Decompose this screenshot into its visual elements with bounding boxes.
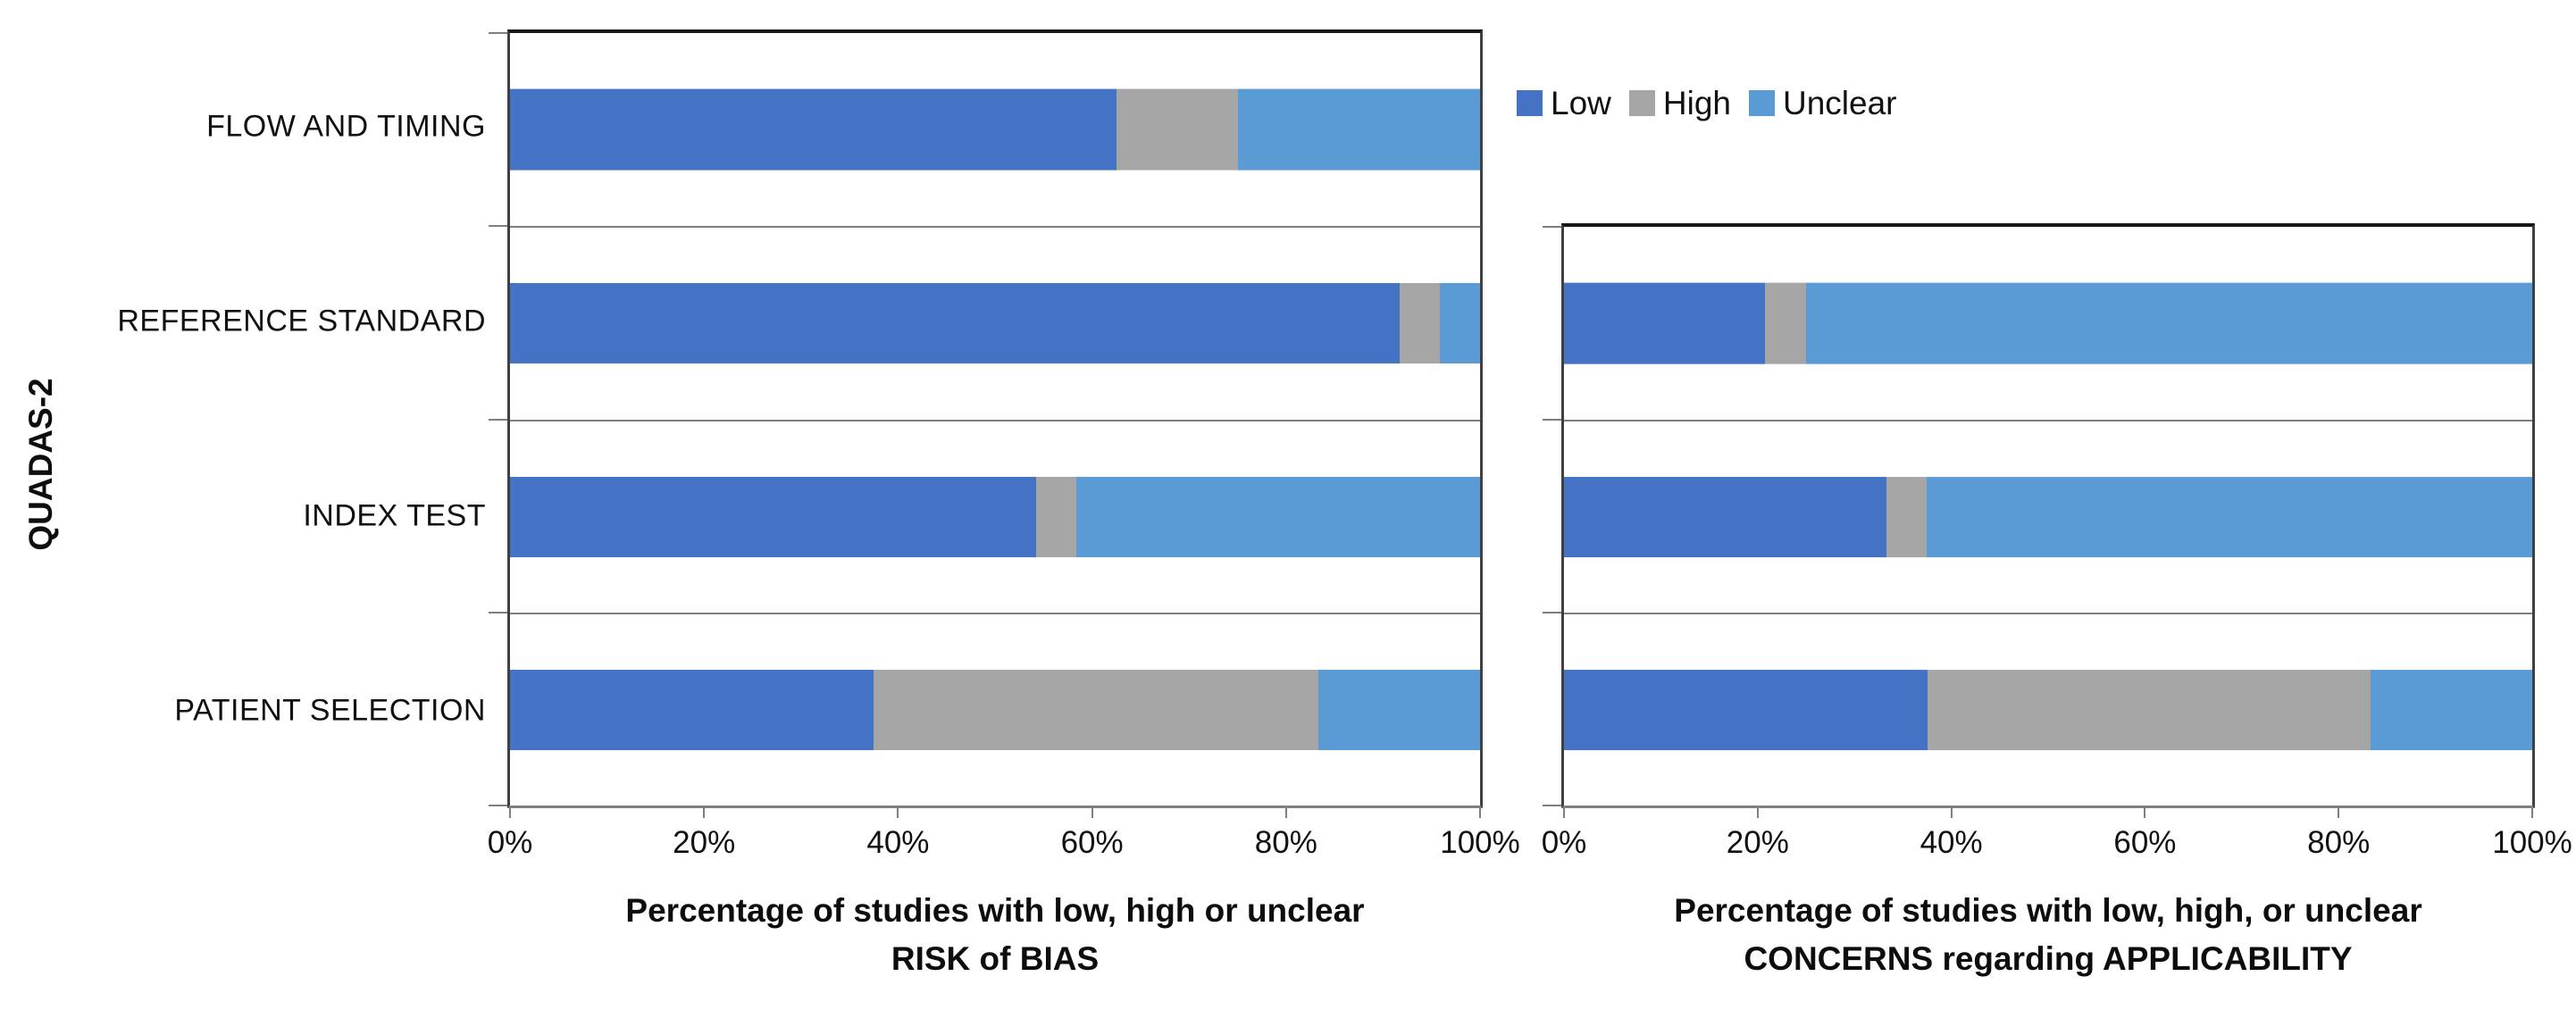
x-axis-tick bbox=[2338, 805, 2340, 818]
category-axis-tick bbox=[489, 32, 507, 34]
x-axis-tick bbox=[509, 805, 511, 818]
category-axis-tick bbox=[1543, 226, 1561, 228]
stacked-bar bbox=[1564, 477, 2532, 557]
x-axis-tick bbox=[1479, 805, 1481, 818]
bar-segment-low bbox=[1564, 670, 1928, 750]
category-axis-labels: FLOW AND TIMING REFERENCE STANDARD INDEX T… bbox=[21, 29, 486, 808]
stacked-bar bbox=[510, 476, 1480, 557]
stacked-bar bbox=[510, 88, 1480, 171]
x-tick-label: 0% bbox=[487, 825, 533, 860]
legend-swatch-low bbox=[1517, 90, 1543, 116]
category-axis-tick bbox=[489, 611, 507, 614]
category-label: INDEX TEST bbox=[303, 498, 486, 533]
bar-segment-high bbox=[874, 669, 1318, 750]
legend: Low High Unclear bbox=[1517, 87, 1897, 120]
legend-item-low: Low bbox=[1517, 87, 1611, 120]
x-axis-title-line1: Percentage of studies with low, high, or… bbox=[1674, 892, 2422, 929]
applicability-chart: 0% 20% 40% 60% 80% 100% Percentage of studies… bbox=[1542, 223, 2572, 977]
stacked-bar bbox=[1564, 670, 2532, 750]
x-tick-label: 40% bbox=[866, 825, 930, 860]
x-axis-tick bbox=[1284, 805, 1287, 818]
category-label: REFERENCE STANDARD bbox=[117, 304, 486, 338]
plot-area: 0% 20% 40% 60% 80% 100% bbox=[488, 29, 1520, 858]
bar-segment-low bbox=[1564, 282, 1766, 364]
bar-segment-high bbox=[1399, 283, 1441, 364]
bar-segment-unclear bbox=[2370, 670, 2532, 750]
bar-segment-high bbox=[1886, 477, 1928, 557]
x-axis-tick bbox=[2531, 805, 2533, 818]
bar-segment-low bbox=[510, 88, 1117, 171]
x-tick-label: 100% bbox=[2492, 825, 2572, 860]
stacked-bar bbox=[510, 669, 1480, 750]
stacked-bar bbox=[510, 283, 1480, 364]
chart-band bbox=[510, 419, 1480, 613]
bar-segment-high bbox=[1927, 670, 2371, 750]
category-axis-tick bbox=[1543, 419, 1561, 421]
x-tick-label: 60% bbox=[1060, 825, 1124, 860]
x-tick-label: 40% bbox=[1919, 825, 1983, 860]
bar-segment-unclear bbox=[1317, 669, 1480, 750]
plot-area: 0% 20% 40% 60% 80% 100% bbox=[1542, 223, 2572, 858]
bar-segment-high bbox=[1765, 282, 1806, 364]
chart-band bbox=[510, 33, 1480, 226]
x-tick-label: 60% bbox=[2113, 825, 2177, 860]
bar-segment-low bbox=[1564, 477, 1886, 557]
legend-item-unclear: Unclear bbox=[1749, 87, 1897, 120]
chart-band bbox=[1564, 227, 2532, 420]
legend-swatch-unclear bbox=[1749, 90, 1775, 116]
bar-segment-high bbox=[1035, 476, 1077, 557]
x-axis-title-line2: RISK of BIAS bbox=[891, 939, 1100, 977]
x-axis-tick bbox=[703, 805, 706, 818]
category-label: FLOW AND TIMING bbox=[206, 109, 486, 144]
bar-segment-low bbox=[510, 669, 874, 750]
legend-label-high: High bbox=[1662, 85, 1731, 121]
x-axis-tick bbox=[1950, 805, 1953, 818]
category-axis-tick bbox=[489, 418, 507, 421]
x-axis-tick bbox=[897, 805, 899, 818]
risk-of-bias-chart: 0% 20% 40% 60% 80% 100% FLOW AND TIMING REFERE… bbox=[117, 29, 1520, 977]
x-axis-title-line1: Percentage of studies with low, high or … bbox=[625, 892, 1365, 929]
x-tick-label: 20% bbox=[1726, 825, 1789, 860]
bar-segment-unclear bbox=[1927, 477, 2532, 557]
x-axis-title-line2: CONCERNS regarding APPLICABILITY bbox=[1744, 939, 2353, 977]
x-axis-tick bbox=[2144, 805, 2146, 818]
bar-segment-unclear bbox=[1440, 283, 1480, 364]
category-label: PATIENT SELECTION bbox=[174, 693, 486, 728]
stacked-bar bbox=[1564, 282, 2532, 364]
x-axis-tick bbox=[1756, 805, 1759, 818]
x-tick-label: 20% bbox=[673, 825, 736, 860]
bar-segment-unclear bbox=[1076, 476, 1480, 557]
legend-label-unclear: Unclear bbox=[1783, 85, 1897, 121]
chart-band bbox=[1564, 420, 2532, 613]
chart-band bbox=[1564, 613, 2532, 805]
x-axis-tick bbox=[1563, 805, 1565, 818]
bar-segment-low bbox=[510, 476, 1036, 557]
bar-segment-low bbox=[510, 283, 1400, 364]
category-axis-tick bbox=[1543, 612, 1561, 614]
legend-item-high: High bbox=[1628, 85, 1731, 121]
x-axis-tick bbox=[1091, 805, 1093, 818]
x-tick-label: 100% bbox=[1440, 825, 1520, 860]
x-tick-label: 0% bbox=[1541, 825, 1587, 860]
category-axis-tick bbox=[489, 805, 507, 806]
x-tick-label: 80% bbox=[1254, 825, 1317, 860]
bar-segment-high bbox=[1116, 88, 1238, 171]
x-axis-title: Percentage of studies with low, high, or… bbox=[1561, 887, 2535, 982]
category-axis-tick bbox=[489, 225, 507, 228]
legend-swatch-high bbox=[1628, 90, 1655, 116]
chart-band bbox=[510, 226, 1480, 419]
legend-label-low: Low bbox=[1551, 85, 1611, 121]
bar-segment-unclear bbox=[1237, 88, 1480, 171]
chart-band bbox=[510, 612, 1480, 805]
category-axis-tick bbox=[1543, 805, 1561, 806]
x-axis-title: Percentage of studies with low, high or … bbox=[507, 887, 1483, 982]
x-tick-label: 80% bbox=[2307, 825, 2371, 860]
bar-segment-unclear bbox=[1805, 282, 2532, 364]
